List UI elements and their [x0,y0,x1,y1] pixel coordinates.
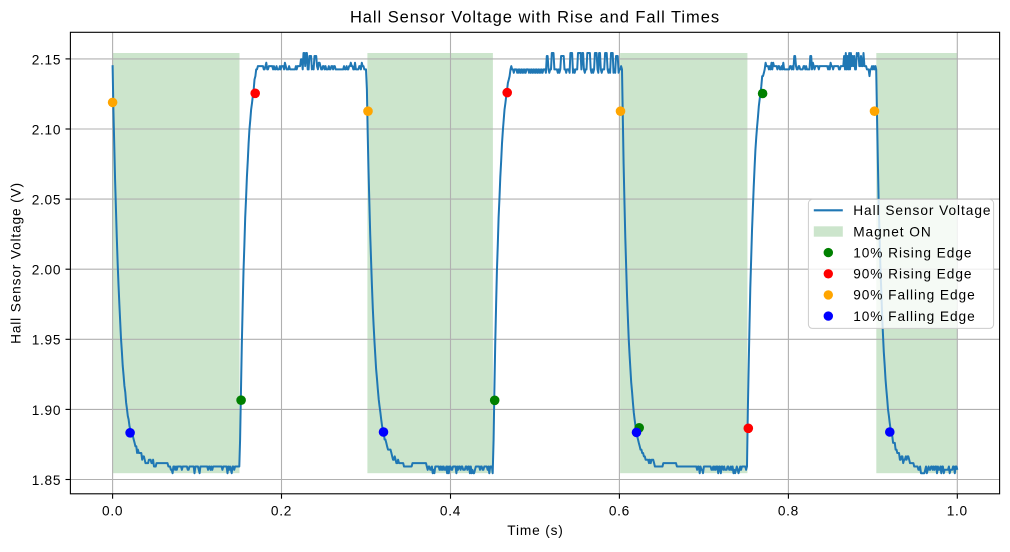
svg-text:Hall Sensor Voltage (V): Hall Sensor Voltage (V) [9,182,24,344]
svg-text:1.95: 1.95 [32,333,61,348]
svg-text:0.0: 0.0 [102,503,123,518]
svg-text:2.00: 2.00 [32,263,61,278]
svg-text:Hall Sensor Voltage with Rise: Hall Sensor Voltage with Rise and Fall T… [350,9,720,27]
svg-text:1.85: 1.85 [32,473,61,488]
svg-text:90% Falling Edge: 90% Falling Edge [853,288,976,303]
svg-text:2.10: 2.10 [32,122,61,137]
svg-text:Time (s): Time (s) [507,523,563,538]
svg-text:Magnet ON: Magnet ON [853,224,932,239]
svg-text:90% Rising Edge: 90% Rising Edge [853,267,972,282]
svg-text:1.0: 1.0 [947,503,968,518]
svg-text:Hall Sensor Voltage: Hall Sensor Voltage [853,203,991,218]
svg-text:0.8: 0.8 [778,503,799,518]
svg-text:0.6: 0.6 [609,503,630,518]
svg-text:2.15: 2.15 [32,52,61,67]
svg-text:0.4: 0.4 [440,503,461,518]
svg-text:0.2: 0.2 [271,503,292,518]
svg-text:10% Rising Edge: 10% Rising Edge [853,245,972,260]
svg-text:2.05: 2.05 [32,193,61,208]
svg-text:10% Falling Edge: 10% Falling Edge [853,309,976,324]
svg-text:1.90: 1.90 [32,403,61,418]
